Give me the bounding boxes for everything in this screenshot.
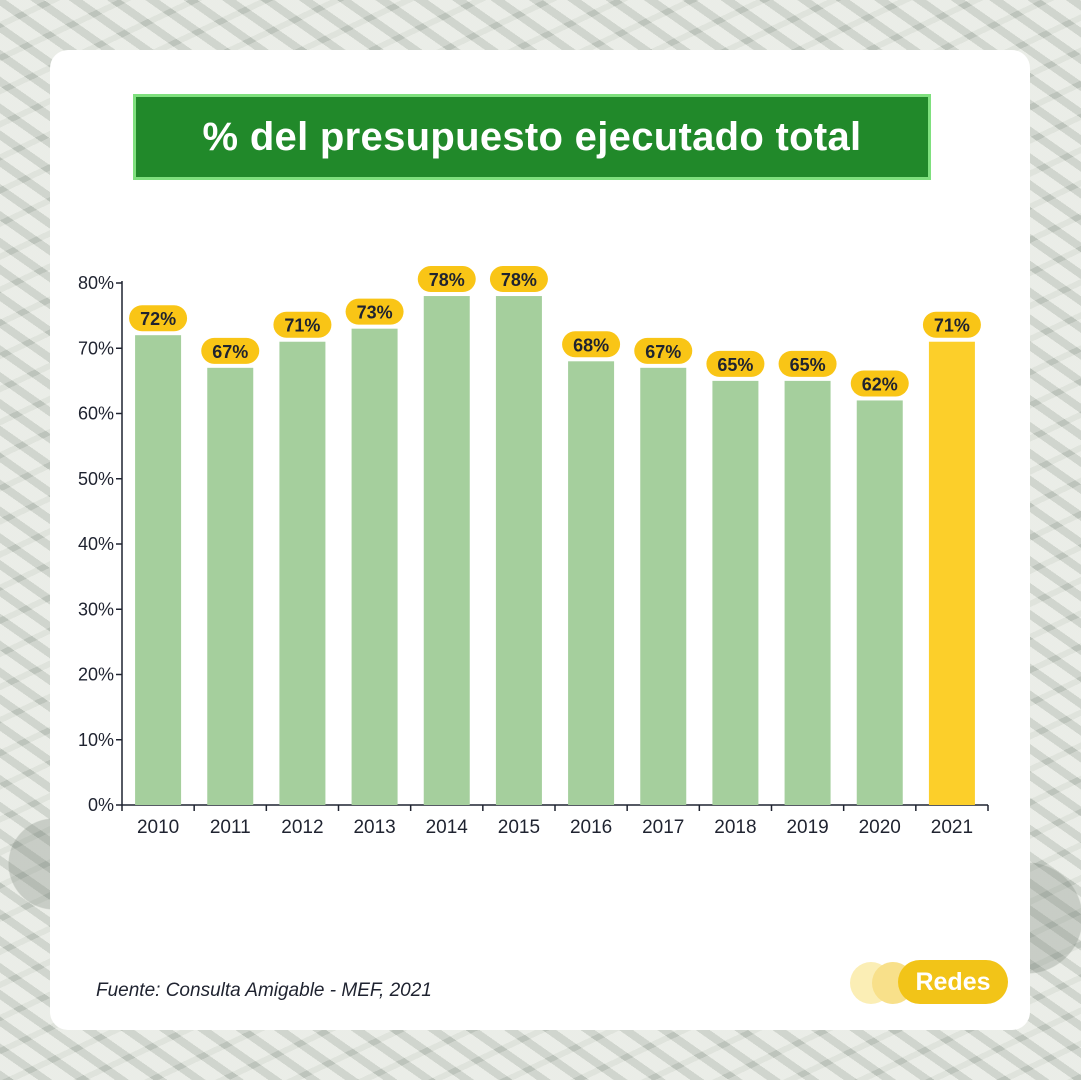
value-label-pill [706, 350, 765, 377]
chart-title: % del presupuesto ejecutado total [202, 114, 862, 159]
bar [640, 367, 687, 805]
x-tick-label: 2017 [642, 817, 684, 838]
y-tick-label: 50% [78, 469, 114, 489]
bar [784, 380, 831, 805]
value-label: 67% [645, 342, 681, 362]
x-tick-label: 2010 [137, 817, 179, 838]
value-label-pill [201, 337, 260, 364]
redes-logo: Redes [850, 960, 1010, 1004]
x-tick-label: 2013 [353, 817, 395, 838]
title-banner: % del presupuesto ejecutado total [133, 94, 931, 180]
value-label-pill [489, 266, 548, 293]
chart-card: % del presupuesto ejecutado total 0% 10% 2… [50, 50, 1030, 1030]
value-label-pill [778, 350, 837, 377]
x-tick-label: 2011 [210, 817, 251, 838]
y-tick-label: 40% [78, 534, 114, 554]
value-label: 67% [212, 342, 248, 362]
x-tick-label: 2018 [714, 817, 756, 838]
value-label-pill [850, 370, 909, 397]
y-tick-label: 10% [78, 730, 114, 750]
x-tick-label: 2014 [426, 817, 469, 838]
bar [856, 400, 903, 805]
x-tick-label: 2015 [498, 817, 540, 838]
bar [135, 335, 182, 805]
y-tick-label: 60% [78, 404, 114, 424]
value-label: 65% [790, 355, 826, 375]
value-label: 73% [357, 303, 393, 323]
bar [568, 361, 615, 805]
bar [712, 380, 759, 805]
value-label-pill [922, 311, 981, 338]
value-label-pill [345, 298, 404, 325]
bar [423, 296, 470, 805]
value-label: 62% [862, 374, 898, 394]
x-tick-label: 2019 [786, 817, 828, 838]
value-label-pill [273, 311, 332, 338]
x-tick-label: 2021 [931, 817, 973, 838]
value-label-pill [562, 331, 621, 358]
bar [495, 296, 542, 805]
x-tick-label: 2020 [859, 817, 901, 838]
value-label: 72% [140, 309, 176, 329]
bar [279, 341, 326, 805]
value-label: 78% [501, 270, 537, 290]
value-label: 78% [429, 270, 465, 290]
x-tick-label: 2016 [570, 817, 612, 838]
value-label-pill [417, 266, 476, 293]
y-tick-label: 20% [78, 665, 114, 685]
bar [207, 367, 254, 805]
y-tick-label: 80% [78, 273, 114, 293]
x-tick-label: 2012 [281, 817, 323, 838]
value-label: 71% [934, 316, 970, 336]
value-label-pill [634, 337, 693, 364]
bar [351, 328, 398, 805]
bar-chart: 0% 10% 20% 30% 40% 50% 60% 70% 80% 72% 2010 67% 2011… [78, 266, 989, 838]
y-tick-label: 70% [78, 338, 114, 358]
logo-text: Redes [898, 960, 1008, 1004]
value-label: 71% [284, 316, 320, 336]
bar [928, 341, 975, 805]
y-tick-label: 0% [88, 795, 114, 815]
source-note: Fuente: Consulta Amigable - MEF, 2021 [96, 980, 432, 1001]
value-label: 68% [573, 335, 609, 355]
value-label: 65% [717, 355, 753, 375]
y-tick-label: 30% [78, 599, 114, 619]
value-label-pill [129, 305, 188, 332]
